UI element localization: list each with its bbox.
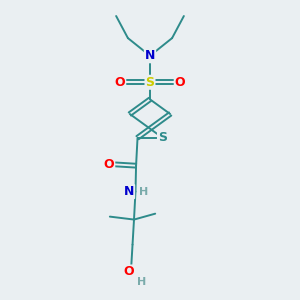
Text: O: O bbox=[104, 158, 114, 171]
Text: S: S bbox=[146, 76, 154, 89]
Text: O: O bbox=[123, 266, 134, 278]
Text: O: O bbox=[115, 76, 125, 89]
Text: S: S bbox=[158, 131, 167, 144]
Text: H: H bbox=[139, 187, 148, 196]
Text: H: H bbox=[137, 277, 146, 287]
Text: N: N bbox=[145, 49, 155, 62]
Text: N: N bbox=[124, 185, 134, 198]
Text: O: O bbox=[175, 76, 185, 89]
